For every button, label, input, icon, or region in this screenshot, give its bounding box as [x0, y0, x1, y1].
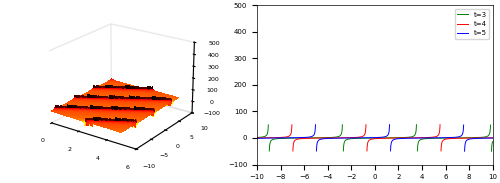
t=3 — [312, 137, 318, 139]
t=5 — [396, 137, 402, 140]
t=4 — [396, 137, 402, 139]
t=3 — [474, 137, 480, 139]
t=5 — [490, 137, 496, 139]
t=5 — [474, 137, 480, 139]
t=4 — [406, 137, 411, 139]
t=4 — [312, 137, 318, 139]
Line: t=3: t=3 — [257, 125, 492, 151]
t=5 — [366, 137, 372, 139]
t=3 — [406, 136, 411, 138]
Legend: t=3, t=4, t=5: t=3, t=4, t=5 — [454, 9, 489, 39]
t=4 — [423, 137, 429, 139]
t=4 — [366, 140, 372, 142]
t=5 — [406, 137, 411, 139]
Line: t=5: t=5 — [257, 125, 492, 151]
t=3 — [490, 141, 496, 143]
t=3 — [254, 136, 260, 139]
t=4 — [254, 137, 260, 139]
t=3 — [423, 138, 429, 140]
t=5 — [423, 137, 429, 139]
t=4 — [490, 137, 496, 139]
t=3 — [396, 137, 402, 139]
t=5 — [254, 137, 260, 139]
t=3 — [366, 137, 372, 139]
Line: t=4: t=4 — [257, 125, 492, 151]
